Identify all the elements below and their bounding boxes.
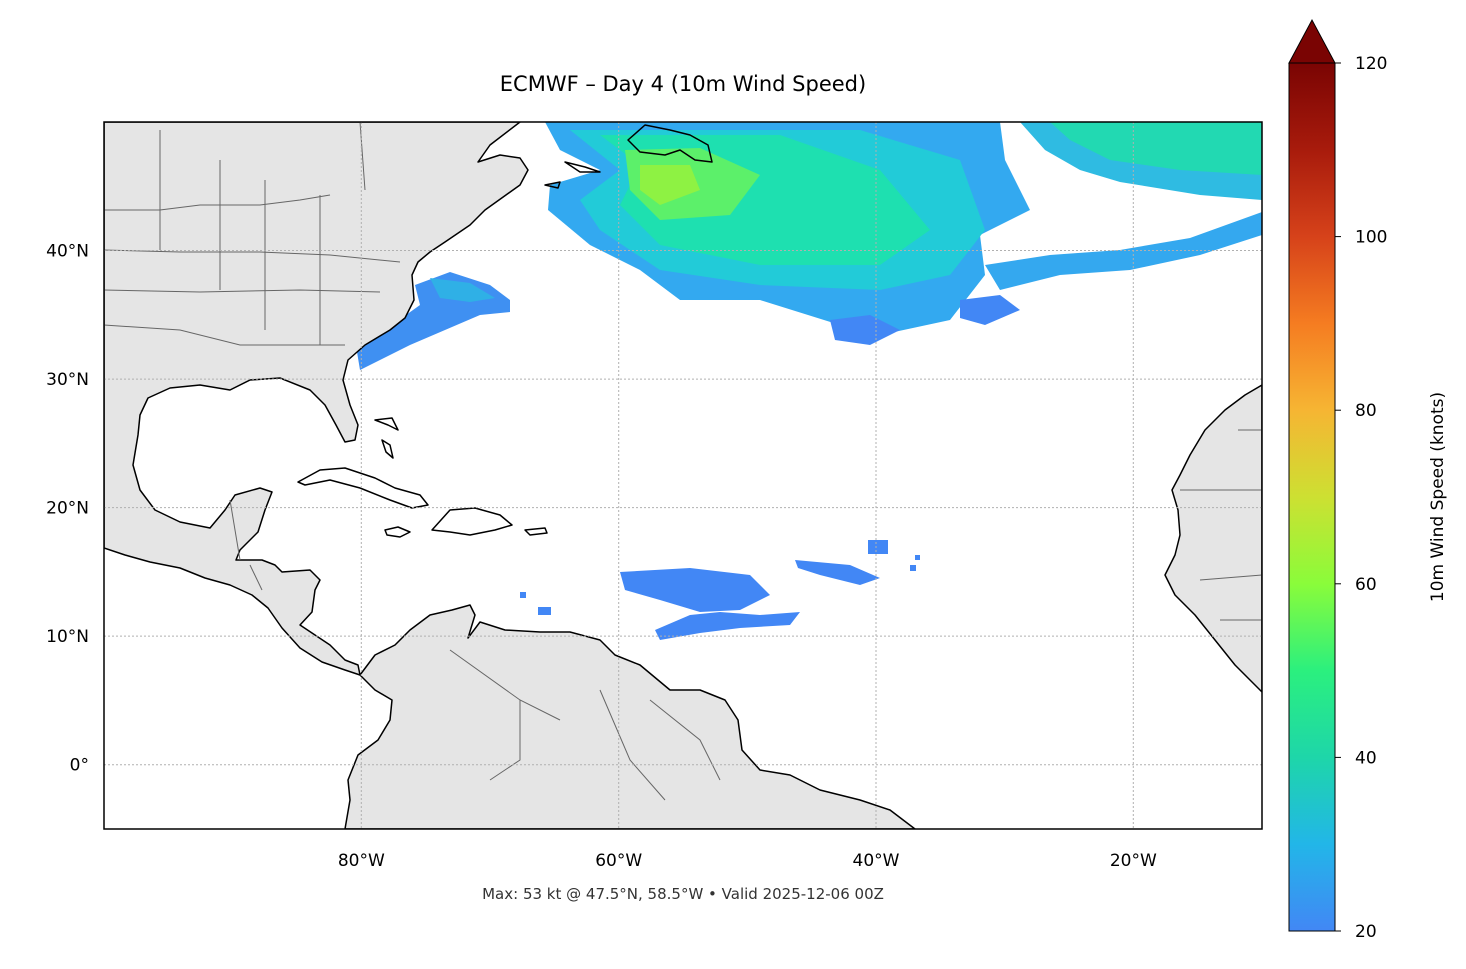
colorbar-extend-arrow (1288, 18, 1336, 64)
land-south-america (344, 604, 916, 829)
lat-tick-label: 30°N (46, 370, 89, 390)
land-africa (1164, 384, 1262, 693)
country-state-borders (104, 122, 1262, 801)
footer-info: Max: 53 kt @ 47.5°N, 58.5°W • Valid 2025… (482, 885, 884, 903)
wind-field-us-east-coast (357, 272, 510, 370)
colorbar-tick-label: 120 (1355, 54, 1387, 74)
colorbar-label: 10m Wind Speed (knots) (1428, 392, 1448, 602)
colorbar-tick-label: 20 (1355, 922, 1377, 942)
colorbar-gradient (1288, 62, 1336, 932)
chart-title: ECMWF – Day 4 (10m Wind Speed) (499, 72, 867, 96)
latitude-tick-labels: 0° 10°N 20°N 30°N 40°N (46, 242, 89, 776)
colorbar: 20 40 60 80 100 120 10m Wind Speed (knots) (1288, 18, 1448, 942)
colorbar-tick-label: 100 (1355, 228, 1387, 248)
land-north-america (104, 122, 529, 676)
atlantic-canada-islands (544, 124, 713, 189)
longitude-tick-labels: 80°W 60°W 40°W 20°W (338, 851, 1157, 871)
colorbar-tick-labels: 20 40 60 80 100 120 (1335, 54, 1387, 942)
gridlines (104, 122, 1262, 829)
wind-field-tropical (520, 540, 920, 640)
lon-tick-label: 60°W (595, 851, 642, 871)
map-frame (103, 121, 1263, 830)
caribbean-islands (297, 417, 548, 538)
lat-tick-label: 0° (70, 756, 89, 776)
lat-tick-label: 10°N (46, 627, 89, 647)
lat-tick-label: 40°N (46, 242, 89, 262)
lon-tick-label: 40°W (853, 851, 900, 871)
colorbar-tick-label: 40 (1355, 748, 1377, 768)
colorbar-tick-label: 60 (1355, 575, 1377, 595)
lon-tick-label: 80°W (338, 851, 385, 871)
lon-tick-label: 20°W (1110, 851, 1157, 871)
colorbar-tick-label: 80 (1355, 401, 1377, 421)
lat-tick-label: 20°N (46, 499, 89, 519)
